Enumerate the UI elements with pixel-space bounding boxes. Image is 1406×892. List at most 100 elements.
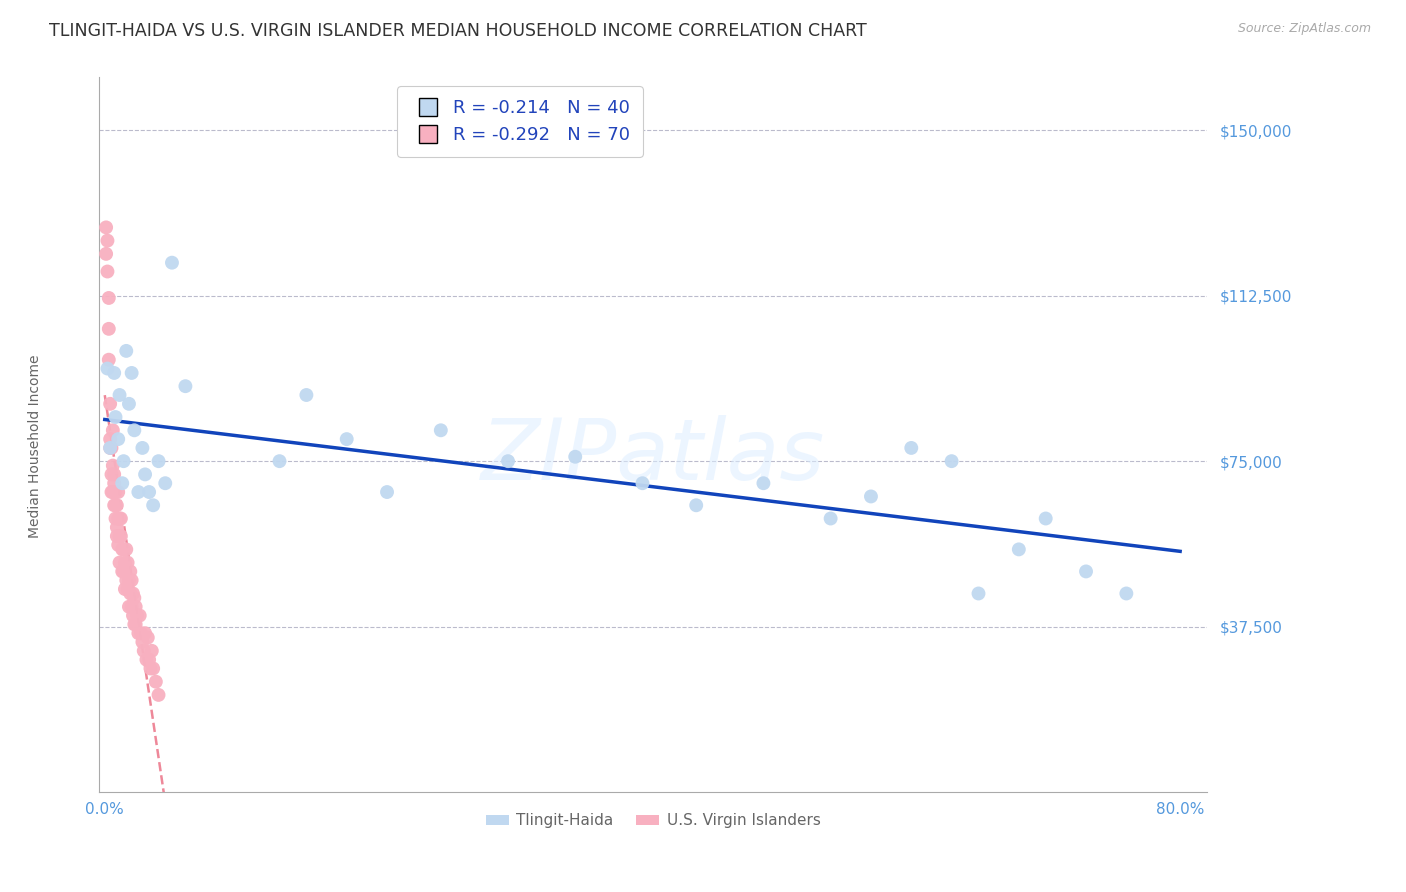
Point (108, 529, 131, 543)
Point (118, 574, 141, 588)
Point (105, 520, 128, 534)
Point (142, 498, 165, 512)
Point (631, 476, 654, 491)
Point (564, 450, 586, 464)
Point (336, 432, 359, 446)
Point (134, 626, 156, 640)
Point (136, 631, 159, 645)
Point (115, 343, 138, 358)
Point (105, 529, 128, 543)
Point (752, 476, 775, 491)
Point (108, 511, 131, 525)
Text: Source: ZipAtlas.com: Source: ZipAtlas.com (1237, 22, 1371, 36)
Point (98, 441, 121, 455)
Point (112, 565, 135, 579)
Point (142, 661, 165, 675)
Point (98, 397, 121, 411)
Point (820, 511, 842, 525)
Point (121, 574, 143, 588)
Point (114, 556, 136, 570)
Point (107, 485, 129, 500)
Point (104, 498, 127, 512)
Point (98, 432, 121, 446)
Point (1115, 586, 1137, 600)
Point (110, 511, 132, 525)
Point (122, 608, 145, 623)
Point (174, 379, 197, 393)
Point (124, 423, 146, 437)
Point (967, 586, 990, 600)
Point (101, 458, 124, 473)
Point (100, 485, 122, 500)
Point (100, 441, 122, 455)
Point (124, 617, 146, 632)
Point (1035, 511, 1057, 525)
Point (269, 454, 291, 468)
Point (96, 234, 118, 248)
Point (1074, 565, 1097, 579)
Text: Median Household Income: Median Household Income (28, 354, 42, 538)
Point (98, 441, 121, 455)
Point (107, 511, 129, 525)
Point (685, 498, 707, 512)
Point (96, 361, 118, 376)
Point (134, 467, 156, 482)
Point (111, 476, 134, 491)
Point (138, 653, 160, 667)
Point (101, 485, 124, 500)
Point (101, 423, 124, 437)
Point (108, 388, 131, 402)
Point (496, 454, 519, 468)
Point (129, 626, 152, 640)
Point (139, 661, 162, 675)
Point (111, 542, 134, 557)
Point (118, 397, 141, 411)
Point (132, 644, 155, 658)
Point (125, 608, 148, 623)
Point (107, 432, 129, 446)
Point (900, 441, 922, 455)
Point (107, 538, 129, 552)
Point (112, 454, 135, 468)
Point (124, 591, 146, 605)
Point (120, 565, 142, 579)
Point (111, 565, 134, 579)
Point (105, 498, 128, 512)
Point (96, 264, 118, 278)
Point (430, 423, 453, 437)
Point (148, 454, 170, 468)
Point (97, 322, 120, 336)
Point (138, 485, 160, 500)
Point (104, 511, 127, 525)
Point (97, 291, 120, 305)
Point (115, 574, 138, 588)
Point (121, 599, 143, 614)
Point (103, 498, 125, 512)
Point (118, 599, 141, 614)
Point (295, 388, 318, 402)
Point (124, 617, 146, 632)
Point (1008, 542, 1031, 557)
Point (112, 542, 135, 557)
Point (148, 688, 170, 702)
Point (141, 644, 163, 658)
Legend: Tlingit-Haida, U.S. Virgin Islanders: Tlingit-Haida, U.S. Virgin Islanders (479, 807, 827, 834)
Point (103, 476, 125, 491)
Point (135, 653, 157, 667)
Point (100, 467, 122, 482)
Point (375, 485, 398, 500)
Point (103, 366, 125, 380)
Point (117, 582, 139, 596)
Point (122, 586, 145, 600)
Point (97, 352, 120, 367)
Point (103, 467, 125, 482)
Text: ZIPatlas: ZIPatlas (481, 415, 825, 498)
Text: TLINGIT-HAIDA VS U.S. VIRGIN ISLANDER MEDIAN HOUSEHOLD INCOME CORRELATION CHART: TLINGIT-HAIDA VS U.S. VIRGIN ISLANDER ME… (49, 22, 868, 40)
Point (145, 674, 167, 689)
Point (110, 529, 132, 543)
Point (104, 410, 127, 425)
Point (131, 441, 153, 455)
Point (120, 586, 142, 600)
Point (155, 476, 177, 491)
Point (128, 608, 150, 623)
